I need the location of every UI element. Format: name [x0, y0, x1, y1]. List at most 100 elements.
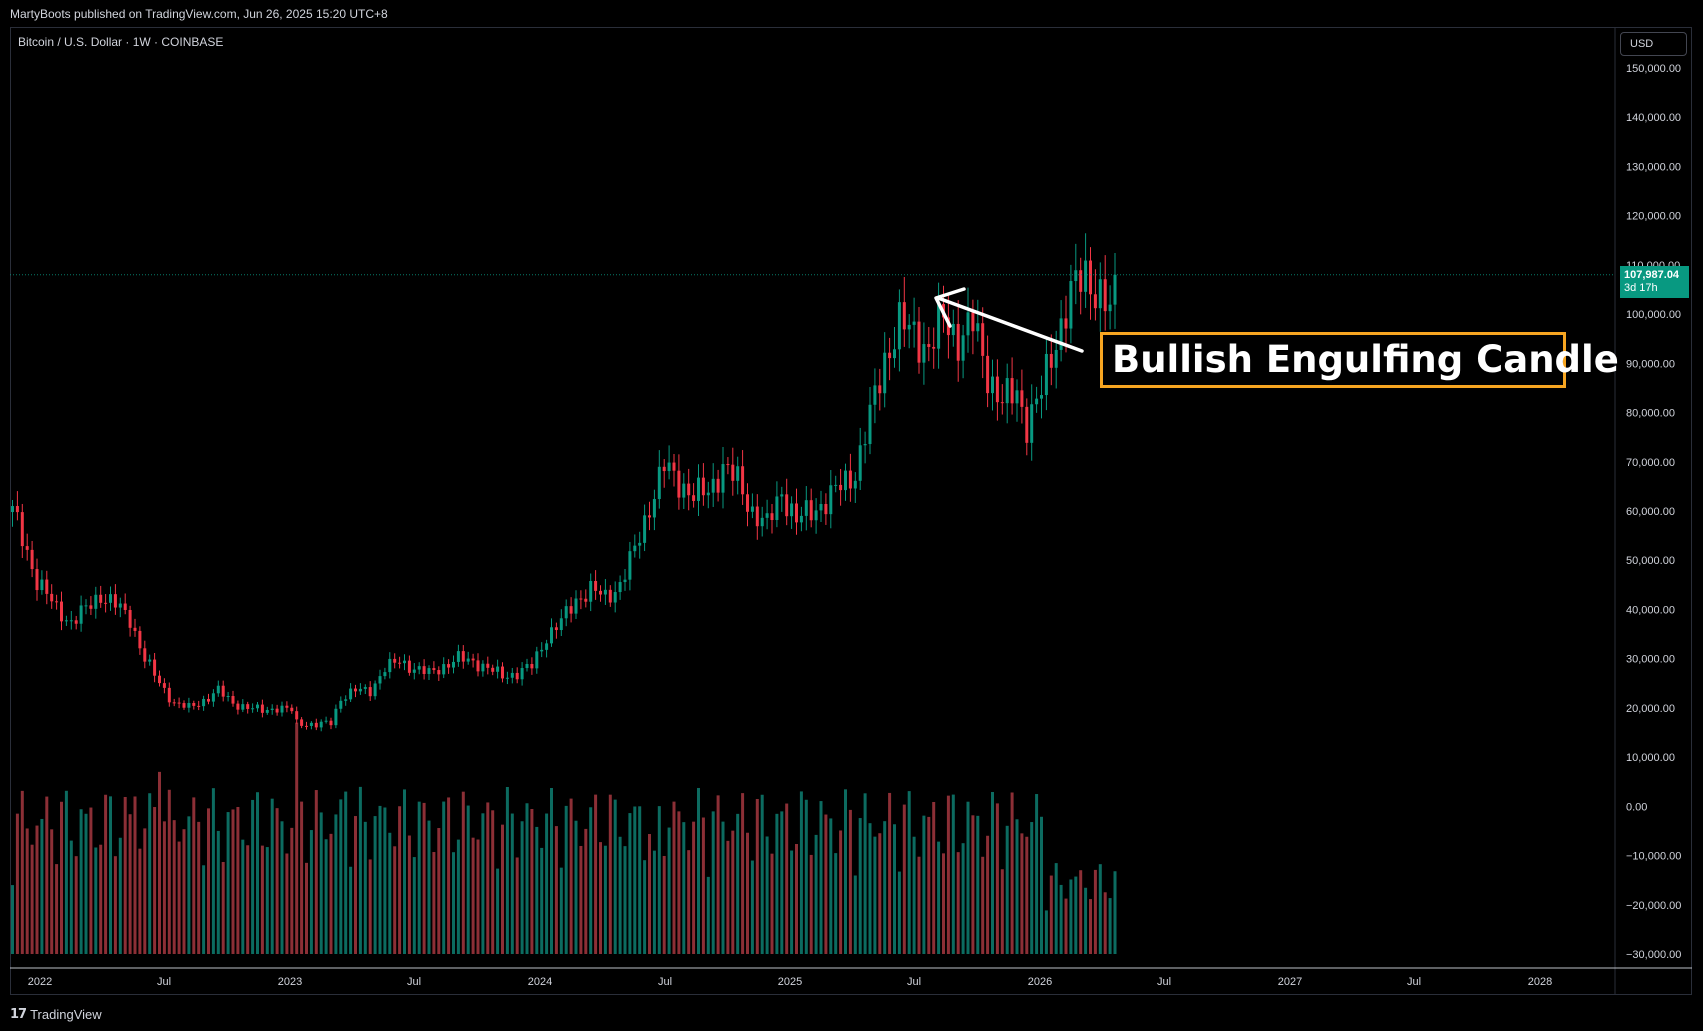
volume-bar [613, 799, 617, 954]
candle-body [84, 605, 88, 607]
volume-bar [496, 868, 500, 954]
volume-bar [285, 853, 289, 954]
candle-body [207, 698, 210, 702]
candle-body [270, 708, 274, 711]
tradingview-logo[interactable]: 17 TradingView [10, 1007, 102, 1022]
volume-bar [1059, 884, 1063, 954]
candle-body [795, 503, 798, 523]
candle-body [765, 513, 769, 518]
volume-bar [844, 789, 847, 954]
candle-body [158, 675, 161, 684]
candle-body [711, 478, 715, 493]
candle-body [672, 462, 676, 471]
volume-bar [109, 796, 112, 954]
volume-bar [569, 798, 573, 954]
candle-body [481, 663, 485, 672]
volume-bar [162, 821, 166, 954]
candle-body [422, 666, 426, 674]
candle-body [785, 494, 789, 517]
volume-bar [192, 797, 196, 954]
volume-bar [1079, 870, 1083, 954]
volume-bar [770, 853, 774, 954]
volume-bar [118, 837, 122, 954]
tradingview-logo-icon: 17 [10, 1007, 27, 1022]
candle-body [995, 376, 999, 403]
volume-bar [422, 802, 426, 954]
candle-body [584, 598, 588, 602]
volume-bar [388, 832, 392, 954]
volume-bar [853, 875, 857, 954]
candle-body [187, 702, 191, 708]
time-tick-label: 2023 [278, 976, 302, 988]
volume-bar [966, 801, 970, 954]
candle-body [471, 658, 475, 661]
candle-body [354, 688, 357, 692]
candle-body [148, 659, 152, 662]
volume-bar [1074, 876, 1078, 954]
candle-body [128, 610, 132, 628]
volume-bar [662, 855, 666, 954]
price-tick-label: 70,000.00 [1626, 457, 1675, 469]
candle-body [25, 546, 29, 550]
price-chart[interactable]: 150,000.00 140,000.00 130,000.00 120,000.00… [10, 27, 1692, 995]
candle-body [226, 696, 230, 698]
volume-bar [721, 821, 725, 954]
volume-bar [946, 795, 950, 954]
candle-body [476, 660, 480, 672]
volume-bar [692, 821, 696, 954]
candle-body [177, 702, 181, 704]
candle-body [1044, 353, 1048, 396]
candle-body [231, 696, 235, 704]
candle-body [153, 659, 157, 676]
candle-body [971, 312, 975, 332]
volume-bar [329, 833, 333, 954]
candle-body [45, 579, 49, 594]
volume-bar [270, 798, 274, 954]
candle-body [398, 662, 402, 664]
volume-bar [486, 802, 490, 954]
candle-body [510, 672, 514, 678]
candle-body [1049, 353, 1053, 368]
volume-bar [520, 821, 524, 954]
candle-body [618, 582, 622, 593]
candle-body [123, 603, 127, 611]
volume-bar [716, 795, 720, 954]
volume-bar [432, 852, 436, 954]
candle-body [256, 704, 259, 709]
candle-body [1103, 279, 1107, 312]
volume-bar [1044, 910, 1048, 954]
volume-bar [995, 803, 999, 954]
volume-bar [113, 856, 117, 954]
candle-body [442, 664, 446, 675]
volume-bar [912, 836, 916, 954]
candle-body [412, 669, 416, 673]
candle-body [741, 466, 745, 495]
candle-body [569, 606, 573, 614]
candle-body [300, 719, 304, 726]
candle-body [1059, 318, 1063, 350]
volume-bar [795, 843, 798, 954]
bar-countdown: 3d 17h [1624, 282, 1658, 294]
volume-bar [809, 854, 813, 954]
volume-bar [731, 830, 735, 954]
candle-body [554, 627, 558, 631]
volume-bar [633, 806, 637, 954]
candle-body [775, 496, 779, 521]
candle-body [202, 698, 206, 707]
volume-bar [461, 791, 465, 954]
currency-button[interactable]: USD [1620, 32, 1687, 56]
volume-bar [599, 842, 602, 954]
volume-bar [1064, 898, 1068, 954]
volume-bar [187, 816, 191, 954]
candle-body [731, 464, 735, 481]
volume-bar [319, 812, 323, 954]
volume-bar [501, 824, 504, 954]
candle-body [991, 376, 994, 394]
volume-bar [878, 833, 882, 954]
volume-bar [839, 830, 843, 954]
volume-bar [69, 840, 73, 954]
volume-bar [584, 828, 588, 954]
volume-bar [701, 817, 705, 954]
volume-bar [437, 828, 441, 954]
volume-bar [1103, 892, 1107, 954]
